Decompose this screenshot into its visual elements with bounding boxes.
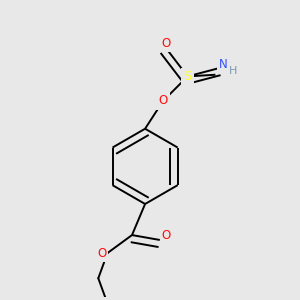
Text: O: O [162, 37, 171, 50]
Text: O: O [158, 94, 168, 107]
Text: S: S [183, 70, 192, 83]
Text: O: O [220, 58, 229, 71]
Text: O: O [162, 229, 171, 242]
Text: O: O [97, 247, 106, 260]
Text: H: H [229, 67, 238, 76]
Text: N: N [219, 58, 228, 71]
